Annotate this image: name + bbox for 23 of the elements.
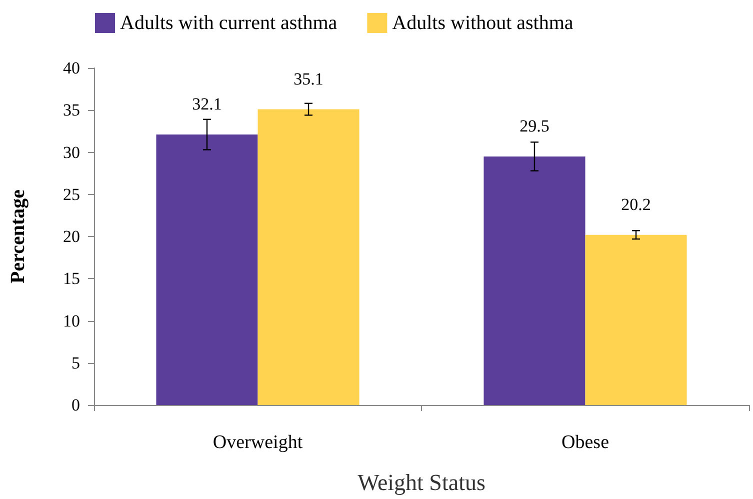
data-label: 20.2 [621, 194, 651, 214]
y-tick-label: 20 [63, 227, 80, 246]
x-tick-label: Obese [562, 432, 609, 453]
bar [585, 234, 687, 405]
y-tick-label: 5 [72, 353, 80, 372]
bar [156, 134, 258, 405]
y-tick-label: 10 [63, 311, 80, 330]
data-label: 29.5 [520, 116, 550, 136]
legend-label: Adults without asthma [392, 12, 574, 34]
x-axis-title: Weight Status [358, 470, 486, 495]
data-label: 32.1 [192, 94, 222, 114]
bar [258, 109, 360, 405]
y-tick-label: 35 [63, 100, 80, 120]
y-tick-label: 40 [63, 58, 80, 78]
y-tick-label: 25 [63, 184, 80, 204]
y-tick-label: 30 [63, 142, 80, 162]
legend-label: Adults with current asthma [120, 12, 338, 34]
y-axis-title: Percentage [7, 189, 29, 284]
x-tick-label: Overweight [212, 432, 304, 453]
bar [484, 156, 586, 405]
data-label: 35.1 [294, 69, 324, 88]
y-tick-label: 15 [63, 269, 80, 288]
y-tick-label: 0 [72, 396, 80, 414]
